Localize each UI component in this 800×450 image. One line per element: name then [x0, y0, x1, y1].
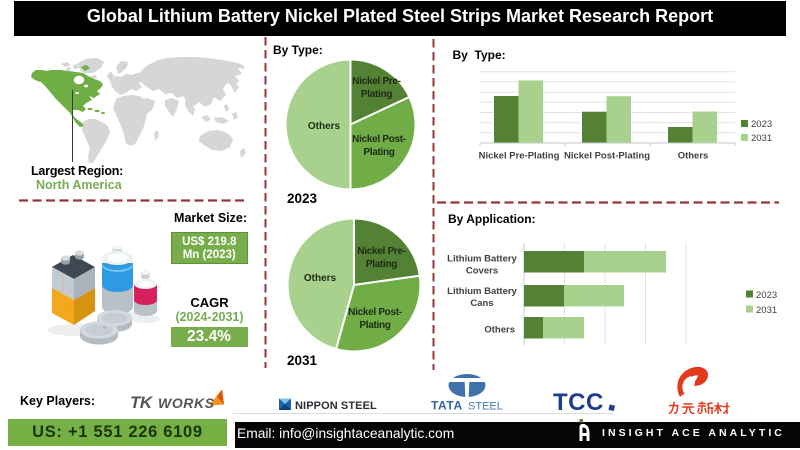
svg-text:-: -: [93, 328, 95, 334]
svg-text:Nickel Pre-Plating: Nickel Pre-Plating: [479, 151, 560, 162]
svg-text:Covers: Covers: [466, 266, 498, 277]
svg-text:STEEL: STEEL: [468, 401, 503, 413]
svg-text:+: +: [103, 326, 107, 332]
svg-text:NIPPON STEEL: NIPPON STEEL: [295, 400, 377, 412]
svg-text:2023: 2023: [756, 290, 777, 301]
svg-text:2023: 2023: [751, 119, 772, 130]
svg-text:Nickel Post-Plating: Nickel Post-Plating: [564, 151, 650, 162]
svg-text:TK: TK: [130, 393, 154, 412]
svg-text:Others: Others: [484, 325, 515, 336]
svg-text:Lithium Battery: Lithium Battery: [447, 286, 517, 297]
svg-text:WORKS: WORKS: [158, 395, 215, 411]
svg-text:Cans: Cans: [470, 298, 493, 309]
svg-text:TATA: TATA: [431, 399, 463, 413]
svg-text:TCC: TCC: [553, 389, 604, 414]
svg-text:2031: 2031: [751, 133, 772, 144]
svg-text:Others: Others: [678, 151, 709, 162]
svg-text:2031: 2031: [756, 305, 777, 316]
svg-text:Lithium Battery: Lithium Battery: [447, 254, 517, 265]
